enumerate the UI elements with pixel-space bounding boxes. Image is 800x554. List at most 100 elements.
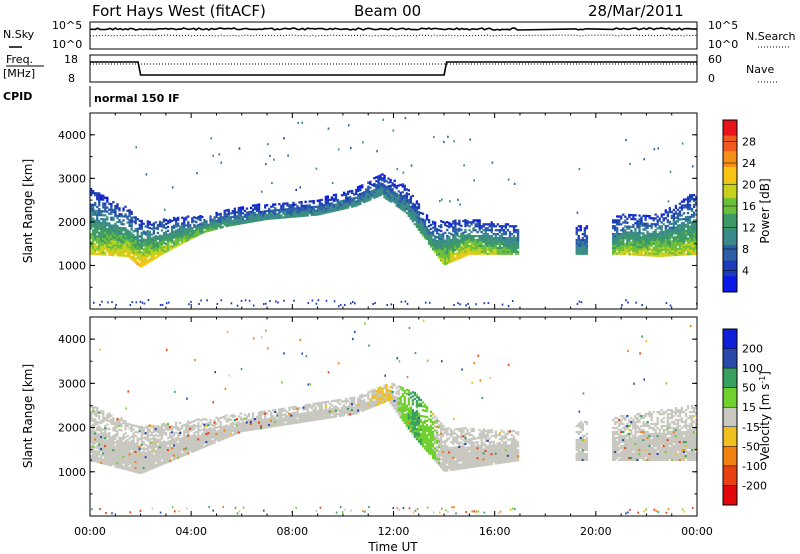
vel-cell	[138, 459, 141, 463]
power-cell	[150, 239, 154, 242]
power-cell	[492, 223, 495, 226]
power-cell	[583, 252, 587, 255]
vel-cell	[270, 425, 273, 428]
power-cell	[90, 213, 93, 216]
vel-cell	[98, 459, 101, 462]
power-cell	[96, 245, 99, 248]
power-cell	[409, 199, 413, 203]
vel-cell	[251, 426, 255, 429]
power-cell	[415, 208, 419, 211]
power-cell	[462, 231, 465, 234]
power-cell	[512, 238, 516, 242]
power-cell	[164, 226, 168, 230]
power-cell	[458, 221, 461, 224]
power-cell	[288, 209, 291, 213]
power-cell	[504, 227, 508, 230]
power-cell	[156, 245, 160, 248]
power-cell	[134, 235, 137, 239]
power-cell	[367, 189, 370, 192]
vel-cell	[235, 426, 238, 429]
vel-cell	[108, 431, 111, 435]
power-cell	[614, 244, 617, 248]
vel-cell	[304, 418, 307, 421]
vel-cell	[284, 413, 287, 416]
vel-cell	[118, 418, 121, 421]
power-cell	[367, 193, 370, 196]
power-ground-point	[265, 302, 267, 305]
vel-cell	[138, 463, 141, 467]
power-cell	[118, 226, 121, 230]
power-ground-point	[115, 303, 117, 306]
power-cell	[468, 221, 471, 224]
power-cell	[480, 234, 483, 238]
power-cell	[508, 233, 512, 236]
power-cell	[666, 248, 669, 251]
power-cell	[367, 181, 370, 184]
vel-cell	[266, 426, 269, 429]
power-cell	[682, 223, 686, 227]
vel-cell	[215, 434, 218, 437]
power-cell	[686, 221, 690, 225]
power-ylabel: Slant Range [km]	[21, 159, 35, 263]
power-cell	[381, 185, 384, 188]
power-cell	[421, 212, 425, 215]
vel-cell	[106, 439, 109, 442]
power-ground-point	[315, 302, 318, 305]
power-cell	[682, 204, 686, 207]
power-cell	[460, 242, 463, 245]
power-cell	[512, 246, 516, 249]
power-cell	[672, 228, 676, 231]
power-cell	[397, 184, 400, 187]
vel-cell	[207, 433, 210, 437]
power-cell	[197, 216, 200, 219]
power-cell	[134, 229, 137, 233]
vel-cell	[320, 413, 323, 416]
power-scatter-point	[301, 121, 303, 124]
power-cell	[490, 238, 493, 242]
power-cell	[227, 210, 230, 213]
power-cell	[90, 193, 93, 197]
power-cell	[136, 247, 139, 250]
vel-cell	[166, 448, 170, 452]
power-cell	[614, 219, 617, 222]
power-cell	[686, 206, 690, 209]
vel-cell	[106, 413, 109, 416]
nave-tick-high: 60	[708, 53, 722, 66]
power-cell	[385, 195, 388, 198]
vel-cell	[156, 429, 160, 432]
power-cell	[628, 227, 631, 230]
power-cell	[429, 231, 433, 234]
power-cell	[620, 240, 623, 244]
vel-cell	[304, 408, 307, 411]
power-cell	[490, 250, 493, 253]
power-scatter-point	[212, 154, 214, 157]
vel-cell	[185, 439, 188, 442]
vel-cell	[120, 457, 123, 460]
power-cell	[357, 187, 360, 191]
power-cell	[680, 208, 684, 211]
power-cell	[666, 211, 669, 214]
power-cell	[348, 198, 352, 201]
vel-cell	[92, 441, 95, 444]
power-cell	[446, 250, 449, 253]
power-cell	[508, 252, 512, 255]
power-cell	[581, 250, 584, 253]
power-cell	[296, 215, 299, 218]
vel-cell	[316, 414, 319, 417]
power-cell	[444, 259, 447, 262]
power-cell	[98, 192, 101, 195]
vel-cell	[164, 449, 168, 452]
power-ground-point	[465, 304, 467, 307]
vel-cell	[205, 428, 208, 432]
vel-cell	[94, 460, 97, 463]
vel-cell	[296, 421, 299, 424]
power-cell	[500, 246, 504, 249]
power-cell	[391, 197, 394, 201]
vel-cell	[239, 418, 243, 421]
power-cell	[666, 246, 669, 249]
vel-cell	[120, 445, 123, 448]
power-cell	[96, 217, 99, 220]
power-cell	[514, 238, 518, 242]
vel-cell	[324, 406, 328, 410]
power-cell	[114, 250, 117, 253]
